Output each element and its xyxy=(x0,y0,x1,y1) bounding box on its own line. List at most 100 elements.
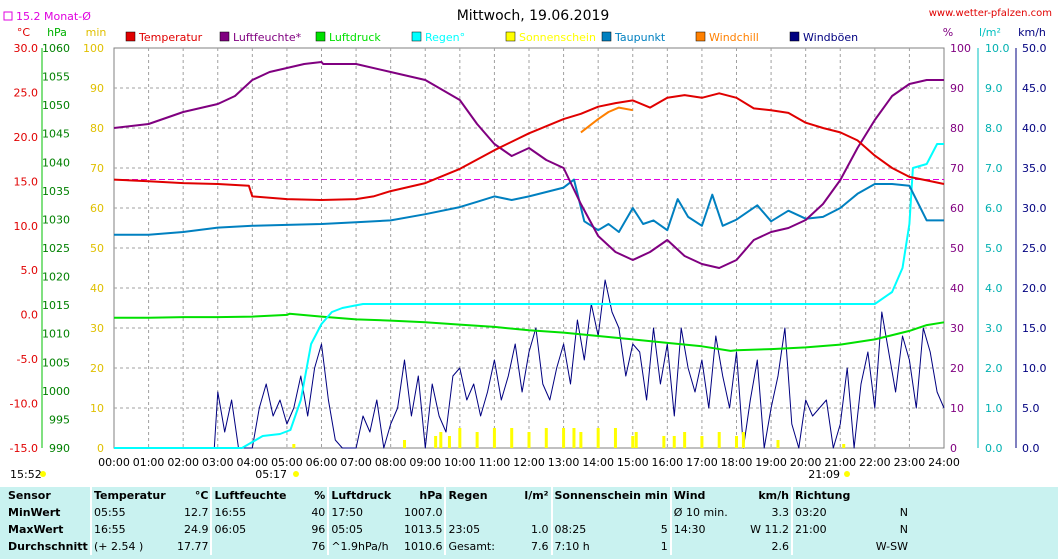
source-url[interactable]: www.wetter-pfalzen.com xyxy=(929,8,1052,19)
legend-label: Luftdruck xyxy=(329,31,381,44)
tick-label-pressure: 1060 xyxy=(42,42,70,55)
legend-swatch xyxy=(789,31,800,42)
stats-cell: 5 xyxy=(660,523,668,536)
tick-label-pressure: 1005 xyxy=(42,356,70,369)
stats-cell: 1013.5 xyxy=(403,523,443,536)
chart-legend: Temperatur Luftfeuchte* Luftdruck Regen° Son… xyxy=(125,31,858,44)
sunshine-bar xyxy=(439,432,443,448)
windchill-line xyxy=(580,106,633,134)
x-tick-label: 05:00 xyxy=(271,456,303,469)
legend-swatch xyxy=(125,31,136,42)
tick-label-pressure: 1030 xyxy=(42,213,70,226)
tick-label-wind: 40.0 xyxy=(1022,122,1047,135)
footer-sun-icon xyxy=(40,471,46,477)
stats-cell xyxy=(790,538,874,555)
wind-gust-line xyxy=(114,279,945,449)
statistics-table: Sensor Temperatur °C Luftfeuchte % Luftd… xyxy=(0,487,1058,559)
stats-cell: 05:55 xyxy=(89,504,168,521)
tick-label-sun: 30 xyxy=(90,322,104,335)
stats-cell: 03:20 xyxy=(790,504,874,521)
footer-time: 15:52 xyxy=(10,468,42,481)
unit-humidity: % xyxy=(943,26,953,39)
tick-label-temp: 5.0 xyxy=(21,264,39,277)
sunshine-bar xyxy=(510,428,514,448)
x-tick-label: 09:00 xyxy=(409,456,441,469)
stats-header-wind: Wind xyxy=(669,487,742,504)
tick-label-wind: 15.0 xyxy=(1022,322,1047,335)
sunrise-icon xyxy=(293,471,299,477)
tick-label-rain: 5.0 xyxy=(985,242,1003,255)
stats-header-temp-unit: °C xyxy=(194,489,209,502)
tick-label-pressure: 1040 xyxy=(42,156,70,169)
tick-label-sun: 90 xyxy=(90,82,104,95)
chart-grid xyxy=(113,47,945,449)
sunshine-bar xyxy=(700,436,704,448)
sunshine-bar xyxy=(527,432,531,448)
sunshine-bar xyxy=(475,432,479,448)
tick-label-humidity: 80 xyxy=(950,122,964,135)
tick-label-sun: 10 xyxy=(90,402,104,415)
chart-series xyxy=(113,61,945,449)
tick-label-wind: 20.0 xyxy=(1022,282,1047,295)
stats-cell: 14:30 xyxy=(669,521,742,538)
sunshine-bar xyxy=(458,428,462,448)
x-tick-label: 21:00 xyxy=(824,456,856,469)
x-tick-label: 24:00 xyxy=(928,456,960,469)
x-tick-label: 20:00 xyxy=(790,456,822,469)
stats-cell: 24.9 xyxy=(183,523,209,536)
tick-label-humidity: 10 xyxy=(950,402,964,415)
sunshine-bar xyxy=(544,428,548,448)
x-tick-label: 17:00 xyxy=(686,456,718,469)
sunshine-bar xyxy=(634,432,638,448)
stats-cell: 06:05 xyxy=(210,521,289,538)
stats-cell xyxy=(444,504,511,521)
x-tick-label: 16:00 xyxy=(651,456,683,469)
x-tick-label: 22:00 xyxy=(859,456,891,469)
stats-cell: 1.0 xyxy=(531,523,549,536)
sunshine-bar xyxy=(683,432,687,448)
tick-label-rain: 1.0 xyxy=(985,402,1003,415)
stats-cell: N xyxy=(899,506,908,519)
stats-header-temperatur: Temperatur xyxy=(89,487,168,504)
temperature-line xyxy=(113,92,945,201)
sunshine-bar xyxy=(562,428,566,448)
x-tick-label: 15:00 xyxy=(617,456,649,469)
x-tick-label: 03:00 xyxy=(202,456,234,469)
sunshine-bar xyxy=(492,428,496,448)
sunshine-bar xyxy=(579,432,583,448)
tick-label-rain: 10.0 xyxy=(985,42,1010,55)
stats-cell: 7:10 h xyxy=(550,538,644,555)
tick-label-sun: 70 xyxy=(90,162,104,175)
legend-swatch xyxy=(695,31,706,42)
stats-cell: W-SW xyxy=(875,540,908,553)
tick-label-sun: 0 xyxy=(97,442,104,455)
tick-label-rain: 0.0 xyxy=(985,442,1003,455)
stats-cell: 16:55 xyxy=(89,521,168,538)
chart-title: Mittwoch, 19.06.2019 xyxy=(457,8,610,24)
legend-label: Luftfeuchte* xyxy=(233,31,302,44)
dewpoint-line xyxy=(114,178,944,236)
stats-cell: 08:25 xyxy=(550,521,644,538)
tick-label-pressure: 1055 xyxy=(42,71,70,84)
stats-cell: 17.77 xyxy=(176,540,209,553)
stats-header-sonne: Sonnenschein min xyxy=(550,487,671,504)
tick-label-pressure: 1050 xyxy=(42,99,70,112)
stats-cell: W 11.2 xyxy=(750,523,789,536)
sunshine-bar xyxy=(292,444,296,448)
stats-cell: 76 xyxy=(311,540,326,553)
x-tick-label: 23:00 xyxy=(894,456,926,469)
sunset-label: 21:09 xyxy=(808,468,840,481)
humidity-line xyxy=(113,61,944,269)
sunshine-bar xyxy=(613,428,617,448)
tick-label-pressure: 1015 xyxy=(42,299,70,312)
stats-cell: 1 xyxy=(660,540,668,553)
stats-cell: 23:05 xyxy=(444,521,511,538)
sunshine-bar xyxy=(735,436,738,448)
legend-label: Temperatur xyxy=(138,31,203,44)
tick-label-rain: 7.0 xyxy=(985,162,1003,175)
tick-label-humidity: 60 xyxy=(950,202,964,215)
stats-cell: 16:55 xyxy=(210,504,289,521)
x-tick-label: 08:00 xyxy=(375,456,407,469)
legend-label: Windchill xyxy=(709,31,759,44)
sunshine-bar xyxy=(776,440,780,448)
